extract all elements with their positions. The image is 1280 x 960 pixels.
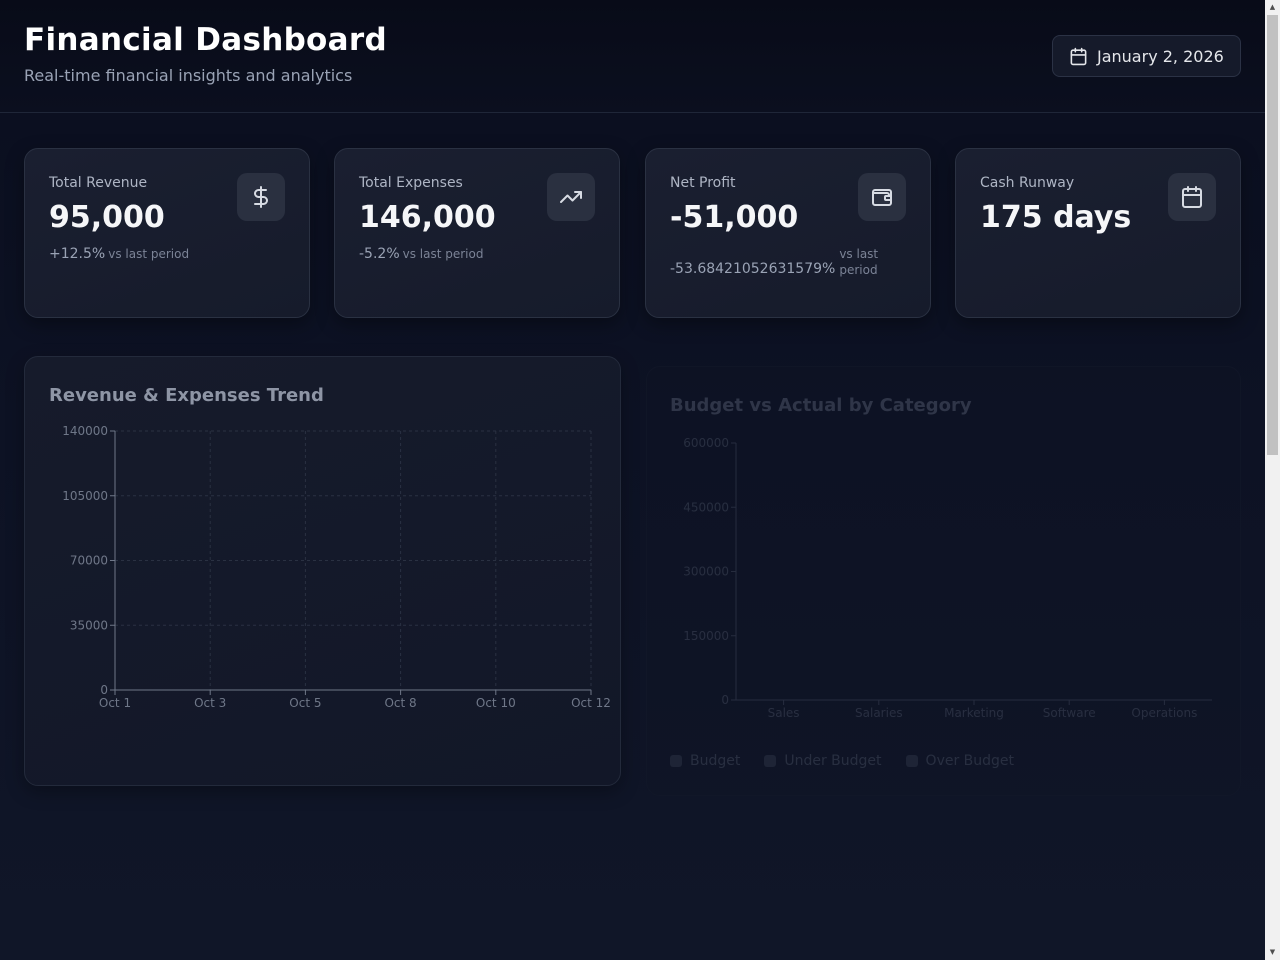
change-percent: -5.2% — [359, 246, 400, 262]
budget-vs-actual-panel: Budget vs Actual by Category 0 150000 3000… — [646, 366, 1241, 796]
calendar-icon — [1070, 47, 1087, 65]
card-value: 95,000 — [49, 200, 165, 235]
x-tick-label: Salaries — [855, 706, 903, 720]
x-tick-label: Oct 5 — [289, 696, 321, 710]
card-value: -51,000 — [670, 200, 799, 235]
y-tick-label: 150000 — [683, 629, 729, 643]
legend-label: Budget — [690, 753, 741, 769]
x-tick-label: Marketing — [944, 706, 1004, 720]
scroll-up-arrow-icon[interactable]: ▲ — [1269, 3, 1276, 11]
y-tick-label: 70000 — [70, 554, 108, 568]
x-tick-label: Oct 3 — [194, 696, 226, 710]
card-label: Total Expenses — [359, 175, 463, 191]
card-icon-box — [237, 173, 285, 221]
legend-item-over-budget[interactable]: Over Budget — [905, 753, 1015, 769]
card-label: Total Revenue — [49, 175, 148, 191]
revenue-expenses-trend-panel: Revenue & Expenses Trend 0 35000 70000 1050… — [24, 356, 621, 786]
wallet-icon — [872, 189, 892, 206]
legend-swatch — [764, 755, 777, 767]
legend-label: Under Budget — [784, 753, 882, 769]
y-tick-label: 0 — [721, 693, 729, 707]
cash-runway-card: Cash Runway 175 days — [955, 148, 1241, 318]
y-tick-label: 105000 — [62, 489, 108, 503]
scrollbar-thumb[interactable] — [1267, 15, 1278, 455]
x-tick-label: Oct 10 — [476, 696, 516, 710]
card-change: -5.2% vs last period — [359, 246, 483, 262]
legend-label: Over Budget — [925, 753, 1015, 769]
change-percent: +12.5% — [49, 246, 106, 262]
vertical-scrollbar[interactable]: ▲ ▼ — [1265, 0, 1280, 960]
legend-item-under-budget[interactable]: Under Budget — [764, 753, 882, 769]
card-value: 175 days — [980, 200, 1132, 235]
card-label: Net Profit — [670, 175, 736, 191]
page-title: Financial Dashboard — [24, 22, 387, 58]
y-tick-label: 35000 — [70, 618, 108, 632]
budget-bar-chart: 0 150000 300000 450000 600000 Sales Salaries Ma… — [683, 436, 1212, 720]
trend-line-chart: 0 35000 70000 105000 140000 Oct 1 Oct 3 Oct 5 Oc… — [62, 424, 611, 710]
x-tick-label: Oct 12 — [571, 696, 611, 710]
date-label: January 2, 2026 — [1097, 46, 1224, 66]
trending-up-icon — [560, 191, 582, 203]
card-icon-box — [1168, 173, 1216, 221]
chart-title: Budget vs Actual by Category — [670, 395, 972, 416]
card-icon-box — [858, 173, 906, 221]
card-value: 146,000 — [359, 200, 496, 235]
y-tick-label: 300000 — [683, 565, 729, 579]
total-expenses-card: Total Expenses 146,000 -5.2% vs last peri… — [334, 148, 620, 318]
card-change: -53.68421052631579% vs last period — [670, 246, 879, 278]
page-subtitle: Real-time financial insights and analyti… — [24, 66, 353, 85]
total-revenue-card: Total Revenue 95,000 +12.5% vs last perio… — [24, 148, 310, 318]
y-tick-label: 450000 — [683, 500, 729, 514]
card-label: Cash Runway — [980, 175, 1075, 191]
x-tick-label: Oct 1 — [99, 696, 131, 710]
card-icon-box — [547, 173, 595, 221]
change-comparison: vs last period — [839, 247, 879, 277]
change-comparison: vs last period — [402, 247, 484, 261]
card-change: +12.5% vs last period — [49, 246, 189, 262]
x-tick-label: Operations — [1131, 706, 1197, 720]
y-tick-label: 140000 — [62, 424, 108, 438]
legend-swatch — [905, 755, 918, 767]
chart-legend: Budget Under Budget Over Budget — [670, 753, 1014, 769]
chart-title: Revenue & Expenses Trend — [49, 385, 324, 406]
legend-swatch — [670, 755, 682, 767]
y-tick-label: 0 — [100, 683, 108, 697]
change-comparison: vs last period — [108, 247, 190, 261]
net-profit-card: Net Profit -51,000 -53.68421052631579% v… — [645, 148, 931, 318]
dollar-icon — [254, 186, 268, 208]
page-header: Financial Dashboard Real-time financial … — [0, 0, 1265, 113]
x-tick-label: Sales — [768, 706, 800, 720]
change-percent: -53.68421052631579% — [670, 261, 836, 277]
scroll-down-arrow-icon[interactable]: ▼ — [1269, 948, 1276, 956]
calendar-icon — [1182, 186, 1202, 208]
x-tick-label: Software — [1043, 706, 1096, 720]
x-tick-label: Oct 8 — [384, 696, 416, 710]
legend-item-budget[interactable]: Budget — [670, 753, 740, 769]
y-tick-label: 600000 — [683, 436, 729, 450]
date-picker-button[interactable]: January 2, 2026 — [1052, 35, 1241, 77]
